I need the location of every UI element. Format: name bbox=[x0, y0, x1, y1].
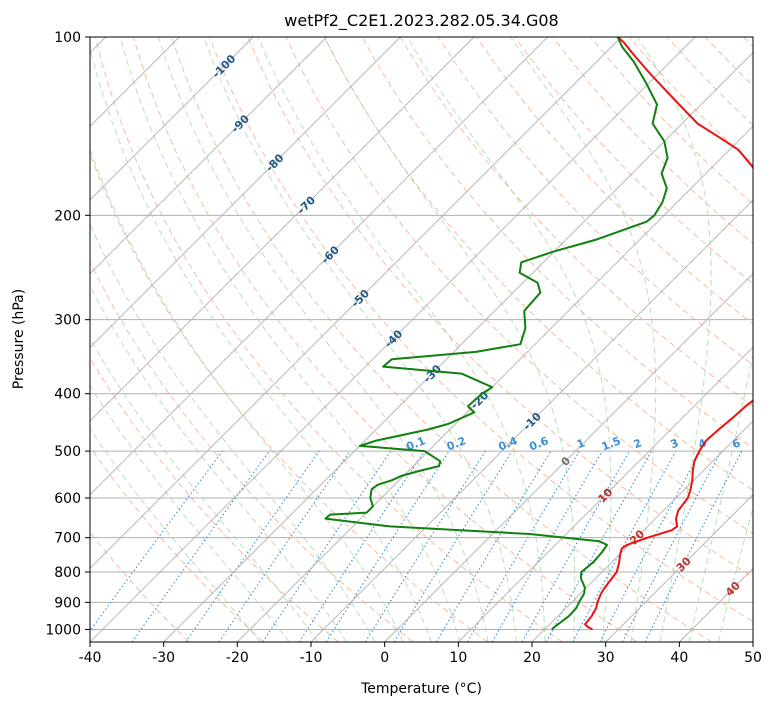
y-tick-label: 300 bbox=[54, 313, 81, 329]
dry-adiabat-line bbox=[323, 37, 753, 491]
moist-adiabat-line bbox=[510, 37, 657, 642]
temperature-line bbox=[584, 37, 753, 631]
y-tick-label: 600 bbox=[54, 491, 81, 507]
isotherm-line bbox=[531, 420, 753, 642]
isotherm-line bbox=[605, 494, 753, 642]
moist-adiabat-line bbox=[90, 384, 290, 642]
moist-adiabat-line bbox=[717, 505, 753, 642]
moist-adiabat-line bbox=[324, 37, 576, 642]
mixing-ratio-label: 2 bbox=[632, 436, 644, 451]
plot-frame bbox=[89, 36, 754, 643]
x-tick-label: 10 bbox=[449, 650, 467, 666]
y-tick-label: 1000 bbox=[45, 622, 81, 638]
moist-adiabat-line bbox=[90, 427, 261, 642]
y-tick-label: 800 bbox=[54, 565, 81, 581]
y-axis-ticks: 100 200 300 400 500 600 700 800 900 1000 bbox=[45, 30, 90, 638]
isotherm-line bbox=[90, 37, 548, 496]
x-tick-label: -40 bbox=[79, 650, 102, 666]
dry-adiabat-line bbox=[132, 37, 638, 642]
isotherm-line bbox=[163, 52, 753, 642]
moist-adiabat-line bbox=[90, 147, 404, 642]
x-axis-ticks: -40 -30 -20 -10 0 10 20 30 40 50 bbox=[79, 642, 762, 666]
chart-title: wetPf2_C2E1.2023.282.05.34.G08 bbox=[284, 11, 558, 31]
mixing-ratio-lines bbox=[90, 450, 743, 642]
dry-adiabat-line bbox=[247, 37, 753, 578]
isotherm-line bbox=[90, 37, 401, 348]
x-tick-label: -30 bbox=[152, 650, 175, 666]
moist-adiabat-line bbox=[203, 37, 517, 642]
y-tick-label: 400 bbox=[54, 387, 81, 403]
moist-adiabat-line bbox=[636, 37, 712, 642]
mixing-ratio-line bbox=[393, 450, 513, 642]
dry-adiabat-line bbox=[476, 37, 753, 325]
isotherms bbox=[90, 37, 753, 642]
isotherm-line bbox=[310, 199, 753, 642]
dry-adiabat-line bbox=[90, 260, 414, 642]
moist-adiabat-line bbox=[90, 337, 319, 642]
y-tick-label: 900 bbox=[54, 595, 81, 611]
x-tick-label: 0 bbox=[380, 650, 389, 666]
mixing-ratio-line bbox=[521, 450, 630, 642]
mixing-ratio-line bbox=[572, 450, 677, 642]
isotherm-line bbox=[458, 346, 753, 642]
mixing-ratio-line bbox=[298, 450, 425, 642]
moist-adiabat-line bbox=[90, 223, 376, 642]
dry-adiabat-line bbox=[285, 37, 753, 535]
y-tick-label: 500 bbox=[54, 444, 81, 460]
mixing-ratio-label: 1 bbox=[575, 436, 587, 451]
dry-adiabats bbox=[90, 37, 753, 642]
x-axis-label: Temperature (°C) bbox=[360, 681, 482, 697]
y-axis-label: Pressure (hPa) bbox=[11, 289, 27, 389]
x-tick-label: -10 bbox=[300, 650, 323, 666]
dry-adiabat-line bbox=[209, 37, 753, 623]
isotherm-line bbox=[90, 37, 327, 275]
moist-adiabat-line bbox=[157, 37, 489, 642]
isotherm-line bbox=[90, 37, 475, 422]
moist-adiabat-line bbox=[90, 284, 347, 642]
mixing-ratio-line bbox=[185, 450, 320, 642]
isotherm-line bbox=[384, 273, 753, 642]
x-tick-label: 50 bbox=[744, 650, 762, 666]
dry-adiabat-line bbox=[90, 356, 339, 642]
y-tick-label: 200 bbox=[54, 208, 81, 224]
isotherm-line bbox=[237, 125, 753, 642]
sounding-series bbox=[324, 37, 753, 631]
mixing-ratio-line bbox=[644, 450, 743, 642]
x-tick-label: 40 bbox=[670, 650, 688, 666]
mixing-ratio-label: 3 bbox=[668, 436, 680, 451]
isotherm-line bbox=[90, 37, 696, 642]
moist-adiabat-line bbox=[119, 37, 461, 642]
isotherm-line bbox=[90, 37, 622, 569]
mixing-ratio-line bbox=[218, 450, 351, 642]
mixing-ratio-line bbox=[131, 450, 270, 642]
mixing-ratio-line bbox=[325, 450, 450, 642]
isotherm-line bbox=[90, 37, 254, 201]
x-tick-label: 30 bbox=[597, 650, 615, 666]
mixing-ratio-line bbox=[545, 450, 653, 642]
y-tick-label: 700 bbox=[54, 531, 81, 547]
x-tick-label: -20 bbox=[226, 650, 249, 666]
dry-adiabat-line bbox=[514, 37, 753, 285]
mixing-ratio-line bbox=[90, 450, 223, 632]
moist-adiabat-line bbox=[257, 37, 546, 642]
moist-adiabat-line bbox=[90, 45, 432, 642]
y-tick-label: 100 bbox=[54, 30, 81, 46]
dewpoint-line bbox=[324, 37, 669, 631]
plot-background bbox=[90, 37, 753, 642]
dry-adiabat-line bbox=[171, 37, 712, 642]
moist-adiabats bbox=[90, 37, 753, 642]
dry-adiabat-line bbox=[94, 37, 563, 642]
dry-adiabat-line bbox=[90, 446, 264, 642]
moist-adiabat-line bbox=[406, 37, 612, 642]
mixing-ratio-line bbox=[262, 450, 392, 642]
x-tick-label: 20 bbox=[523, 650, 541, 666]
moist-adiabat-line bbox=[688, 352, 753, 642]
